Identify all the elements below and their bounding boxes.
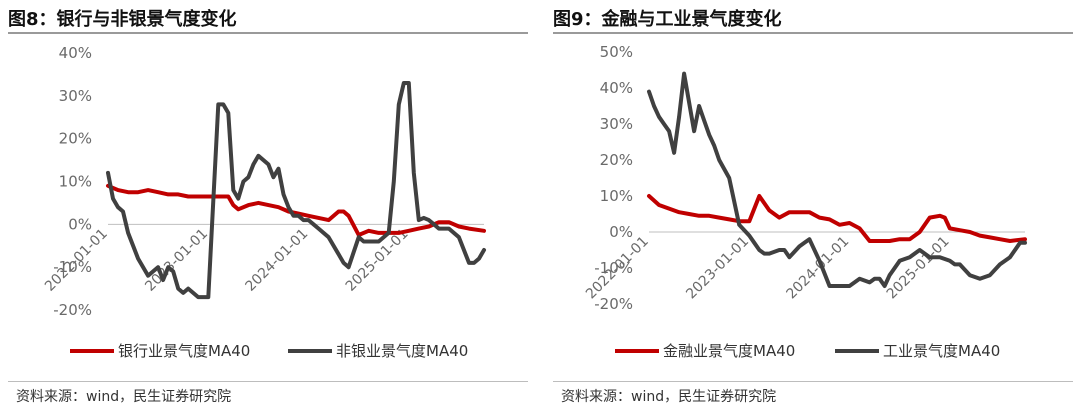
y-tick-label: 20% (59, 130, 92, 148)
x-tick-label: 2023-01-01 (683, 234, 752, 303)
line-chart-finance-industry: 50%40%30%20%10%0%-10%-20%2022-01-01 2023-… (583, 43, 1027, 360)
x-tick-label: 2024-01-01 (243, 226, 312, 295)
y-tick-label: 40% (59, 44, 92, 62)
y-tick-label: 0% (68, 215, 92, 233)
y-tick-label: -20% (594, 295, 633, 313)
source-note: 资料来源：wind，民生证券研究院 (16, 389, 232, 405)
source-note: 资料来源：wind，民生证券研究院 (561, 389, 777, 405)
y-tick-label: -10% (53, 258, 92, 276)
footer-divider (553, 381, 1073, 382)
series-line-0 (106, 183, 486, 237)
line-chart-bank-nonbank: 40%30%20%10%0%-10%-20%2022-01-01 2023-01-… (42, 44, 486, 360)
x-tick-label: 2025-01-01 (343, 226, 412, 295)
y-tick-label: 50% (600, 43, 633, 61)
series-line-1 (647, 71, 1027, 288)
legend-label: 银行业景气度MA40 (118, 342, 250, 360)
chart-panel-left: 图8：银行与非银景气度变化 40% 30% 20% 10% 0% -10% -20% 2022… (8, 0, 536, 412)
series-line-1 (106, 81, 486, 300)
title-divider (553, 32, 1073, 34)
y-tick-label: -10% (594, 259, 633, 277)
y-tick-label: 10% (59, 173, 92, 191)
chart-title: 图8：银行与非银景气度变化 (8, 9, 237, 30)
footer-divider (8, 381, 528, 382)
chart-title: 图9：金融与工业景气度变化 (553, 9, 782, 30)
legend-label: 工业景气度MA40 (883, 342, 1000, 360)
y-tick-label: -20% (53, 301, 92, 319)
y-tick-label: 40% (600, 79, 633, 97)
title-divider (8, 32, 528, 34)
y-tick-label: 0% (609, 223, 633, 241)
legend-label: 金融业景气度MA40 (663, 342, 795, 360)
y-tick-label: 20% (600, 151, 633, 169)
y-tick-label: 10% (600, 187, 633, 205)
y-tick-label: 30% (59, 87, 92, 105)
legend-label: 非银业景气度MA40 (336, 342, 468, 360)
series-line-0 (647, 194, 1027, 243)
x-tick-label: 2024-01-01 (784, 234, 853, 303)
chart-panel-right: 图9：金融与工业景气度变化 50% 40% 30% 20% 10% 0% -10% -20% 2… (553, 0, 1080, 412)
y-tick-label: 30% (600, 115, 633, 133)
